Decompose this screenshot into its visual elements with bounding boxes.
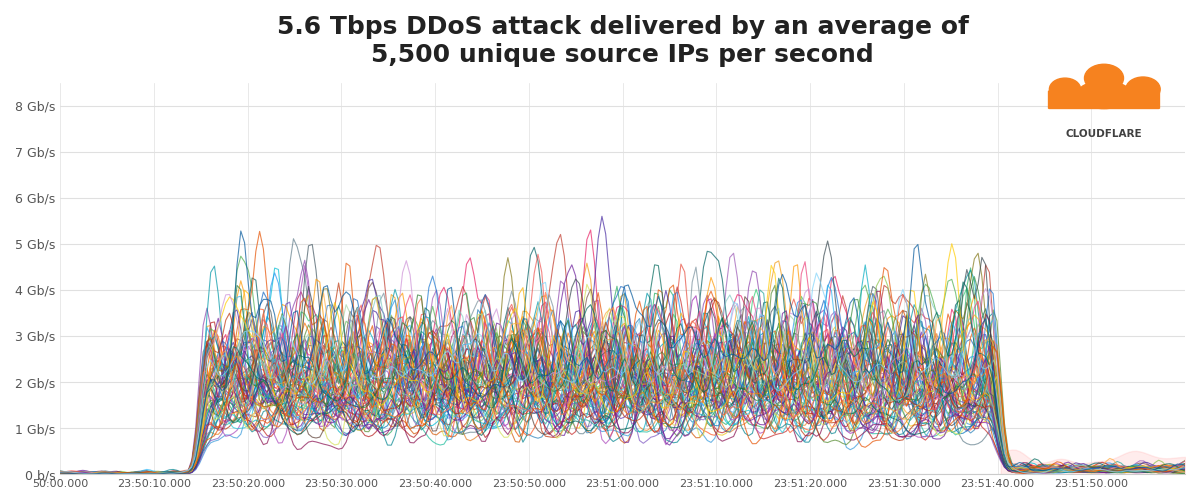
FancyBboxPatch shape bbox=[1048, 90, 1160, 109]
Text: CLOUDFLARE: CLOUDFLARE bbox=[1066, 129, 1142, 139]
Ellipse shape bbox=[1085, 64, 1123, 92]
Ellipse shape bbox=[1050, 78, 1080, 100]
Ellipse shape bbox=[1126, 77, 1160, 101]
Title: 5.6 Tbps DDoS attack delivered by an average of
5,500 unique source IPs per seco: 5.6 Tbps DDoS attack delivered by an ave… bbox=[277, 15, 968, 67]
Ellipse shape bbox=[1076, 81, 1132, 109]
